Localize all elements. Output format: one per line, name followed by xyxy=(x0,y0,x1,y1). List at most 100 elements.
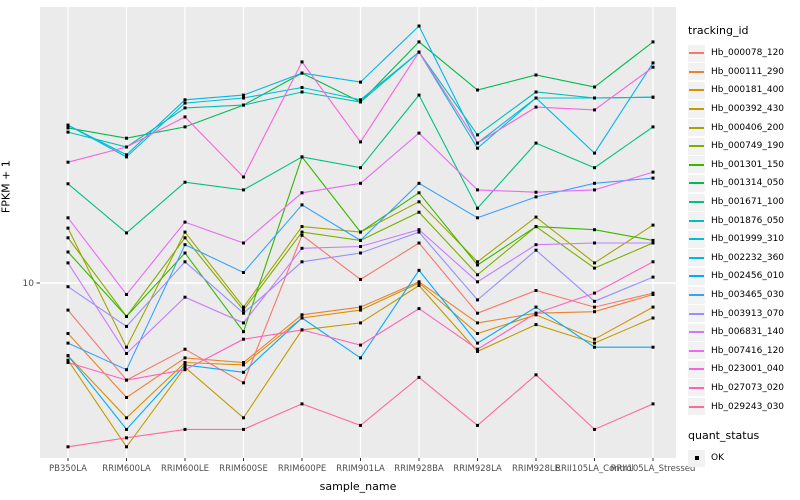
legend-item-label: Hb_000749_190 xyxy=(711,141,785,152)
legend-key-line-icon xyxy=(688,119,705,137)
data-point-Hb_002232_360-RRII105LA_Control xyxy=(593,151,596,155)
data-point-Hb_007416_120-RRIM928LE xyxy=(534,190,538,194)
data-point-Hb_003913_070-RRII105LA_Control xyxy=(593,299,596,303)
data-point-Hb_003465_030-PB350LA xyxy=(66,341,70,345)
data-point-Hb_007416_120-RRIM928LA xyxy=(476,188,479,192)
legend-item-label: Hb_023001_040 xyxy=(711,364,785,375)
data-point-Hb_000111_290-RRII105LA_Stressed xyxy=(651,293,655,296)
data-point-Hb_000406_200-RRIM600LA xyxy=(125,345,128,349)
legend-line-swatch xyxy=(689,126,704,129)
data-point-Hb_027073_020-RRIM600LE xyxy=(183,368,187,372)
data-point-Hb_003913_070-RRII105LA_Stressed xyxy=(651,275,655,279)
data-point-Hb_007416_120-RRIM928BA xyxy=(417,131,421,135)
legend-color-items: Hb_000078_120 Hb_000111_290 Hb_000181_400 H… xyxy=(688,44,800,416)
data-point-Hb_002456_010-RRIM928LA xyxy=(476,341,479,345)
data-point-Hb_023001_040-RRIM600SE xyxy=(242,175,245,179)
legend-item-Hb_001301_150: Hb_001301_150 xyxy=(688,156,800,175)
data-point-Hb_001999_310-RRIM600PE xyxy=(300,86,304,89)
data-point-Hb_001999_310-RRII105LA_Control xyxy=(593,96,596,100)
legend-item-label: Hb_001314_050 xyxy=(711,178,785,189)
data-point-Hb_002232_360-RRIM600LA xyxy=(125,153,128,157)
legend-key-line-icon xyxy=(688,379,705,397)
legend-item-label: Hb_001999_310 xyxy=(711,234,785,245)
data-point-Hb_000392_430-RRIM928LA xyxy=(476,349,479,353)
data-point-Hb_002232_360-RRIM600PE xyxy=(300,71,304,75)
data-point-Hb_001671_100-RRIM901LA xyxy=(359,166,362,170)
legend-item-Hb_000181_400: Hb_000181_400 xyxy=(688,81,800,100)
data-point-Hb_000406_200-RRIM928LA xyxy=(476,260,479,264)
legend-item-label: Hb_001876_050 xyxy=(711,215,785,226)
data-point-Hb_000181_400-RRII105LA_Stressed xyxy=(651,305,655,309)
data-point-Hb_006831_140-RRII105LA_Stressed xyxy=(651,241,655,245)
legend-item-Hb_000749_190: Hb_000749_190 xyxy=(688,137,800,156)
data-point-Hb_029243_030-RRIM600SE xyxy=(242,427,245,431)
legend-item-Hb_029243_030: Hb_029243_030 xyxy=(688,397,800,416)
legend-line-swatch xyxy=(689,312,704,315)
data-point-Hb_029243_030-PB350LA xyxy=(66,445,70,449)
data-point-Hb_003913_070-RRIM901LA xyxy=(359,251,362,255)
legend-item-Hb_006831_140: Hb_006831_140 xyxy=(688,323,800,342)
data-point-Hb_000406_200-RRIM600PE xyxy=(300,225,304,229)
data-point-Hb_000392_430-RRIM600SE xyxy=(242,416,245,420)
data-point-Hb_001301_150-RRIM600SE xyxy=(242,330,245,334)
legend-line-swatch xyxy=(689,256,704,259)
x-tick-label-PB350LA: PB350LA xyxy=(49,464,87,474)
data-point-Hb_006831_140-RRIM600SE xyxy=(242,321,245,325)
data-point-Hb_000181_400-RRIM600SE xyxy=(242,363,245,367)
data-point-Hb_001314_050-RRIM928LE xyxy=(534,73,538,77)
x-tick-label-RRII105LA_Control: RRII105LA_Control xyxy=(555,464,634,474)
data-point-Hb_007416_120-RRII105LA_Stressed xyxy=(651,170,655,174)
legend-item-Hb_002232_360: Hb_002232_360 xyxy=(688,249,800,268)
data-point-Hb_003913_070-RRIM928BA xyxy=(417,230,421,234)
data-point-Hb_006831_140-RRIM600LA xyxy=(125,352,128,355)
data-point-Hb_000392_430-RRIM600LA xyxy=(125,445,128,449)
x-tick-label-RRIM600SE: RRIM600SE xyxy=(219,464,268,474)
data-point-Hb_027073_020-RRIM600SE xyxy=(242,337,245,341)
legend-line-swatch xyxy=(689,163,704,166)
data-point-Hb_006831_140-RRII105LA_Control xyxy=(593,241,596,245)
data-point-Hb_001671_100-RRIM928LA xyxy=(476,206,479,210)
legend-line-swatch xyxy=(689,52,704,55)
data-point-Hb_001314_050-RRIM600LA xyxy=(125,136,128,140)
data-point-Hb_001314_050-RRII105LA_Control xyxy=(593,85,596,89)
y-axis-title: FPKM + 1 xyxy=(0,160,13,214)
data-point-Hb_000392_430-RRII105LA_Control xyxy=(593,341,596,345)
legend-item-label: Hb_007416_120 xyxy=(711,345,785,356)
data-point-Hb_003913_070-RRIM600PE xyxy=(300,260,304,264)
data-point-Hb_027073_020-RRII105LA_Control xyxy=(593,291,596,295)
data-point-Hb_023001_040-RRIM600LA xyxy=(125,145,128,149)
legend-line-swatch xyxy=(689,275,704,278)
data-point-Hb_000078_120-RRIM928LE xyxy=(534,289,538,292)
legend-key-point-icon xyxy=(688,449,705,467)
legend-item-label: Hb_006831_140 xyxy=(711,327,785,338)
legend-item-label: Hb_029243_030 xyxy=(711,401,785,412)
legend-key-line-icon xyxy=(688,63,705,81)
y-tick-label: 10 xyxy=(23,279,35,289)
data-point-Hb_001671_100-RRIM600SE xyxy=(242,188,245,192)
legend-item-label: OK xyxy=(711,453,724,464)
legend-key-line-icon xyxy=(688,305,705,323)
data-point-Hb_001301_150-RRIM901LA xyxy=(359,230,362,234)
data-point-Hb_002456_010-RRIM600LA xyxy=(125,427,128,431)
data-point-Hb_023001_040-RRIM600LE xyxy=(183,115,187,119)
data-point-Hb_027073_020-RRIM928BA xyxy=(417,307,421,311)
data-point-Hb_003465_030-RRIM901LA xyxy=(359,238,362,242)
data-point-Hb_002456_010-RRIM928LE xyxy=(534,305,538,309)
legend-key-line-icon xyxy=(688,174,705,192)
data-point-Hb_000078_120-RRIM928LA xyxy=(476,311,479,315)
x-tick-label-RRIM600LA: RRIM600LA xyxy=(102,464,151,474)
data-point-Hb_000392_430-RRIM928BA xyxy=(417,284,421,287)
data-point-Hb_006831_140-RRIM600LE xyxy=(183,295,187,299)
data-point-Hb_027073_020-RRIM600PE xyxy=(300,328,304,332)
legend-item-label: Hb_001301_150 xyxy=(711,159,785,170)
data-point-Hb_006831_140-RRIM928BA xyxy=(417,228,421,232)
data-point-Hb_007416_120-RRIM600LA xyxy=(125,293,128,296)
data-point-Hb_002232_360-PB350LA xyxy=(66,123,70,127)
data-point-Hb_001876_050-PB350LA xyxy=(66,130,70,134)
legend-key-line-icon xyxy=(688,44,705,62)
data-point-Hb_000392_430-RRIM901LA xyxy=(359,321,362,325)
legend-quant-status-block: quant_status OK xyxy=(688,429,800,468)
legend-line-swatch xyxy=(689,108,704,111)
data-point-Hb_000406_200-RRIM928LE xyxy=(534,215,538,219)
